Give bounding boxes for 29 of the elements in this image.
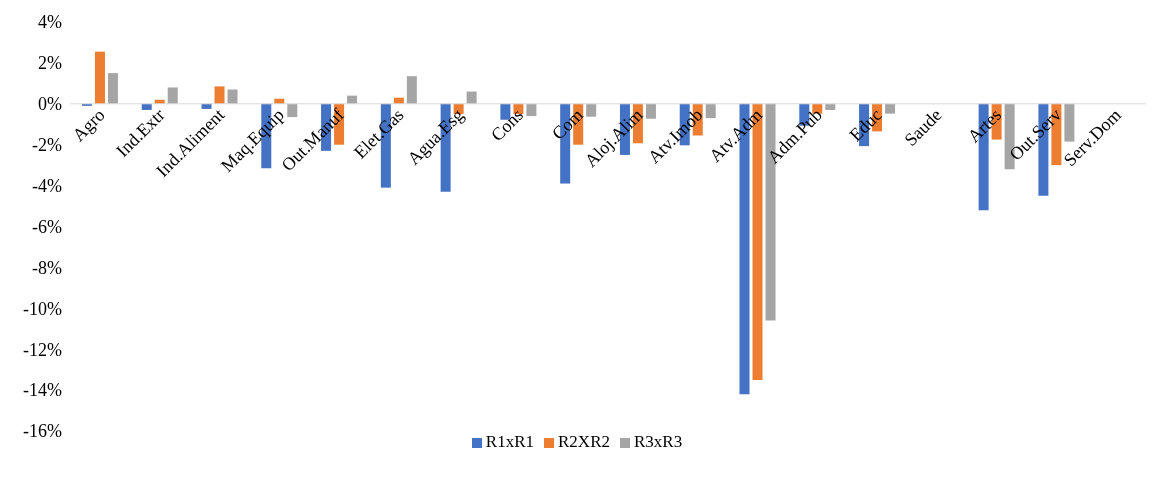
y-tick-label: -14% xyxy=(23,380,62,401)
bar xyxy=(167,87,178,104)
bar xyxy=(94,51,105,104)
legend-label: R2XR2 xyxy=(558,432,610,451)
legend-label: R1xR1 xyxy=(485,432,535,451)
y-tick-label: 4% xyxy=(38,12,62,33)
bar xyxy=(214,86,225,104)
legend-label: R3xR3 xyxy=(633,432,683,451)
bar xyxy=(107,73,118,104)
bar xyxy=(227,89,238,104)
bar xyxy=(201,103,212,109)
x-tick-label: Cons xyxy=(486,104,528,145)
y-tick-label: 2% xyxy=(38,53,62,74)
y-tick-label: -6% xyxy=(32,216,62,237)
y-tick-label: -4% xyxy=(32,175,62,196)
bar xyxy=(81,103,92,106)
y-tick-label: -16% xyxy=(23,421,62,442)
y-tick-label: -2% xyxy=(32,135,62,156)
bar xyxy=(825,103,836,110)
y-tick-label: -12% xyxy=(23,339,62,360)
bar xyxy=(406,76,417,104)
y-tick-label: -8% xyxy=(32,257,62,278)
x-tick-label: Com xyxy=(548,104,587,144)
bar xyxy=(526,103,537,117)
bar xyxy=(885,103,896,114)
y-tick-label: -10% xyxy=(23,298,62,319)
bar xyxy=(141,103,152,110)
x-tick-label: Agro xyxy=(68,104,109,145)
y-tick-label: 0% xyxy=(38,94,62,115)
